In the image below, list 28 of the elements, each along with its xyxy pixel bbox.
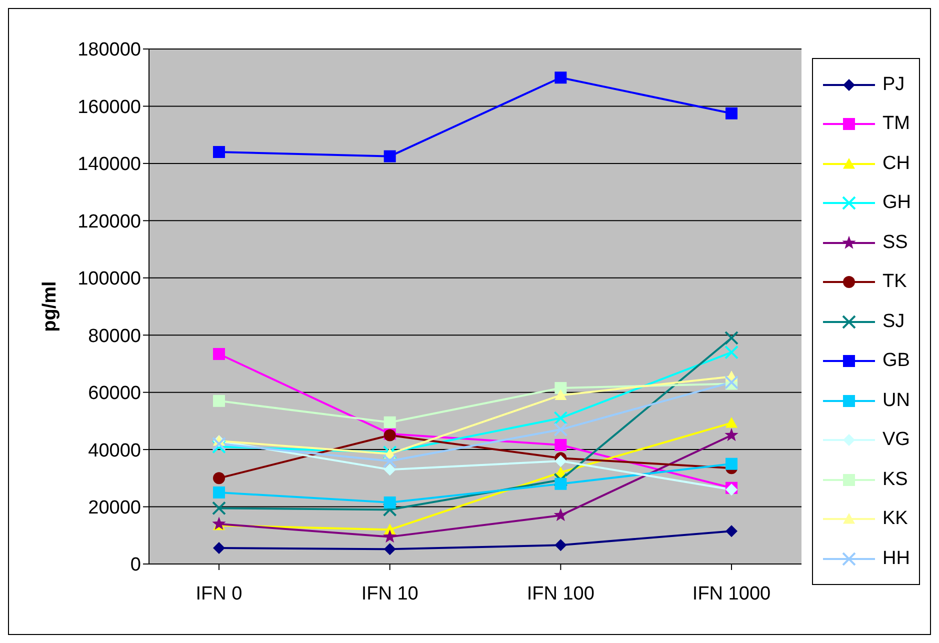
legend-label: KK <box>882 508 908 530</box>
y-tick-label: 120000 <box>78 211 141 232</box>
legend-label: GB <box>882 350 910 372</box>
y-tick-label: 100000 <box>78 268 141 290</box>
legend-label: VG <box>882 429 910 451</box>
x-tick-label: IFN 0 <box>196 583 242 604</box>
x-tick-label: IFN 10 <box>361 583 418 604</box>
y-tick-label: 0 <box>130 554 141 576</box>
y-tick-label: 160000 <box>78 96 141 118</box>
y-tick-label: 80000 <box>88 326 141 347</box>
legend-label: CH <box>882 152 910 174</box>
legend-label: GH <box>882 192 911 214</box>
y-tick-label: 60000 <box>88 383 141 404</box>
legend-label: KS <box>882 468 908 490</box>
legend-label: TK <box>882 271 907 293</box>
y-axis-title: pg/ml <box>40 281 61 332</box>
y-tick-label: 140000 <box>78 154 141 176</box>
y-tick-label: 40000 <box>88 440 141 462</box>
y-tick-label: 20000 <box>88 498 141 519</box>
legend-label: HH <box>882 548 910 570</box>
x-tick-label: IFN 100 <box>526 583 594 604</box>
y-tick-label: 180000 <box>78 40 141 61</box>
legend-label: PJ <box>882 74 905 96</box>
legend-label: TM <box>882 113 910 135</box>
legend-label: SJ <box>882 310 905 332</box>
legend-label: SS <box>882 232 908 254</box>
legend-label: UN <box>882 390 910 412</box>
x-tick-label: IFN 1000 <box>692 583 771 604</box>
